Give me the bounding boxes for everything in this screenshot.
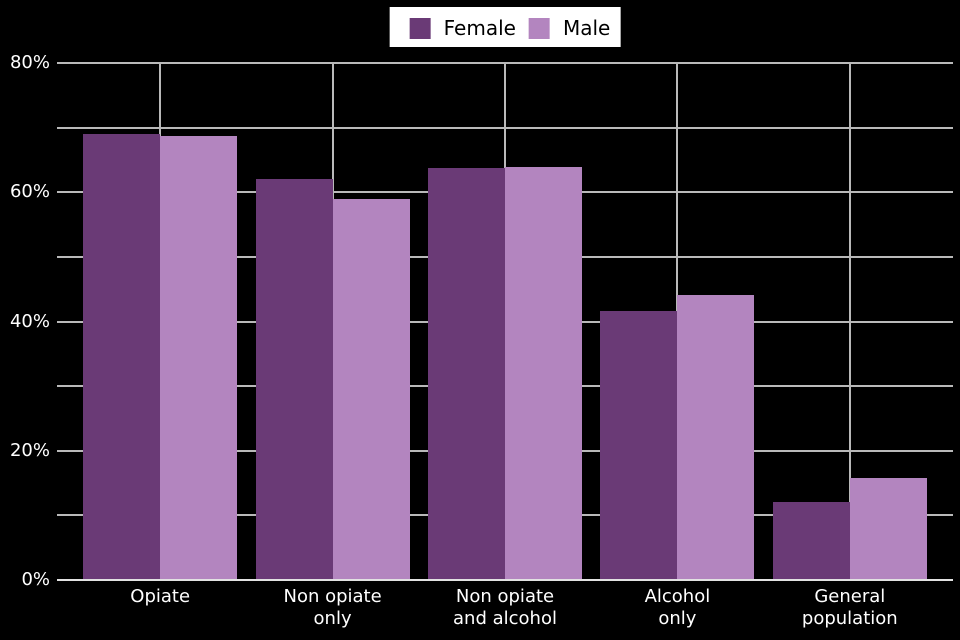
y-axis-tick-label-20: 20% [9, 439, 50, 461]
y-axis-tick-label-60: 60% [9, 181, 50, 203]
x-category-label-2: Non opiate only [283, 586, 382, 629]
x-axis-line [57, 579, 953, 581]
x-category-label-3: Non opiate and alcohol [453, 586, 557, 629]
bar-female-4 [600, 310, 678, 580]
bar-male-3 [505, 167, 582, 580]
bar-female-2 [255, 178, 333, 580]
bar-male-2 [332, 198, 410, 580]
legend-label-female: Female [443, 16, 516, 40]
y-axis-tick-label-0: 0% [21, 569, 50, 590]
bar-male-5 [849, 477, 927, 580]
x-category-label-5: General population [801, 586, 898, 629]
bar-male-4 [677, 295, 755, 580]
gridline-vertical-5 [848, 63, 851, 580]
legend: Female Male [389, 7, 621, 47]
bar-female-1 [83, 134, 161, 580]
y-axis-tick-label-80: 80% [9, 52, 50, 73]
x-category-label-1: Opiate [130, 586, 191, 607]
x-category-label-4: Alcohol only [644, 586, 711, 629]
y-axis-tick-label-40: 40% [9, 310, 50, 332]
legend-swatch-female [409, 17, 431, 39]
bar-female-3 [428, 167, 505, 580]
bar-female-5 [772, 501, 850, 580]
bar-male-1 [160, 136, 238, 580]
legend-swatch-male [528, 17, 550, 39]
legend-label-male: Male [562, 16, 611, 40]
